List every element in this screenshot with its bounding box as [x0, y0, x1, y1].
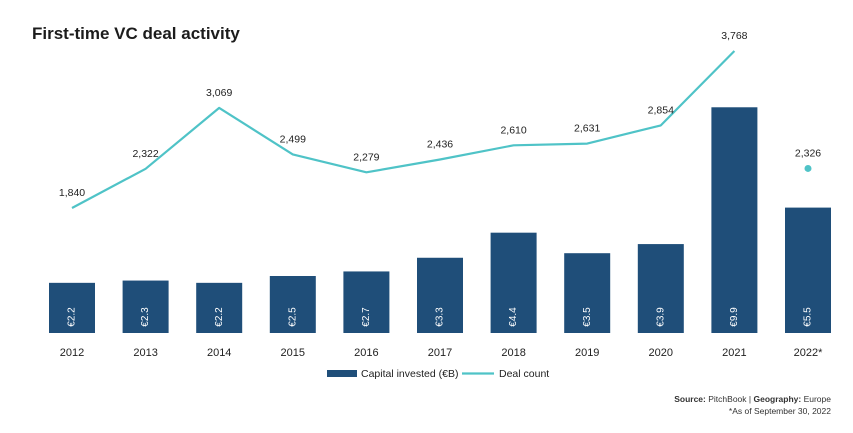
x-tick-label: 2020: [649, 347, 673, 359]
deal-count-label: 2,279: [353, 151, 379, 163]
deal-count-label: 2,499: [280, 133, 306, 145]
x-tick-label: 2012: [60, 347, 84, 359]
deal-count-label: 3,768: [721, 30, 747, 42]
deal-count-label: 2,854: [648, 104, 674, 116]
bar-2016: [343, 271, 390, 333]
deal-count-label: 2,631: [574, 123, 600, 135]
bar-2017: [417, 257, 463, 333]
source-line: Source: PitchBook | Geography: Europe: [674, 394, 831, 404]
bar-2015: [269, 276, 316, 333]
x-tick-label: 2018: [501, 347, 525, 359]
geography-value: Europe: [803, 394, 831, 404]
x-tick-label: 2014: [207, 347, 231, 359]
x-tick-label: 2021: [722, 347, 746, 359]
bar-2020: [637, 244, 684, 333]
footnote: *As of September 30, 2022: [728, 406, 831, 416]
bar-2013: [122, 280, 169, 333]
x-tick-label: 2015: [281, 347, 305, 359]
chart-title: First-time VC deal activity: [32, 24, 240, 43]
bar-value-label: €5.5: [803, 307, 814, 327]
source-label: Source:: [674, 394, 706, 404]
legend-label-capital: Capital invested (€B): [361, 368, 458, 380]
bar-value-label: €2.3: [140, 307, 151, 327]
deal-count-label: 2,322: [132, 148, 158, 160]
deal-count-label: 2,326: [795, 147, 821, 159]
bar-value-label: €4.4: [508, 307, 519, 327]
source-separator: |: [748, 394, 752, 404]
bar-2012: [49, 282, 95, 333]
bar-2014: [196, 282, 243, 333]
bar-2021: [711, 107, 758, 333]
geography-label: Geography:: [753, 394, 802, 404]
deal-count-label: 3,069: [206, 87, 232, 99]
bar-value-label: €2.2: [67, 307, 78, 327]
bar-value-label: €3.5: [582, 307, 593, 327]
x-tick-label: 2022*: [794, 347, 823, 359]
bar-value-label: €9.9: [729, 307, 740, 327]
x-tick-label: 2016: [354, 347, 378, 359]
legend-label-deal-count: Deal count: [499, 368, 549, 380]
bar-value-label: €3.3: [435, 307, 446, 327]
bar-value-label: €3.9: [655, 307, 666, 327]
x-tick-label: 2017: [428, 347, 452, 359]
legend-swatch-capital: [327, 370, 357, 377]
bar-value-label: €2.5: [287, 307, 298, 327]
x-tick-label: 2013: [133, 347, 157, 359]
deal-count-label: 1,840: [59, 187, 85, 199]
source-value: PitchBook: [708, 394, 747, 404]
deal-count-point-2022: [804, 164, 812, 172]
deal-count-line: [71, 50, 736, 209]
bar-value-label: €2.7: [361, 307, 372, 327]
bar-2022: [785, 207, 831, 333]
x-tick-label: 2019: [575, 347, 599, 359]
deal-count-label: 2,436: [427, 138, 453, 150]
bar-2018: [490, 232, 537, 333]
deal-count-label: 2,610: [500, 124, 526, 136]
bar-value-label: €2.2: [214, 307, 225, 327]
bar-2019: [564, 253, 611, 333]
